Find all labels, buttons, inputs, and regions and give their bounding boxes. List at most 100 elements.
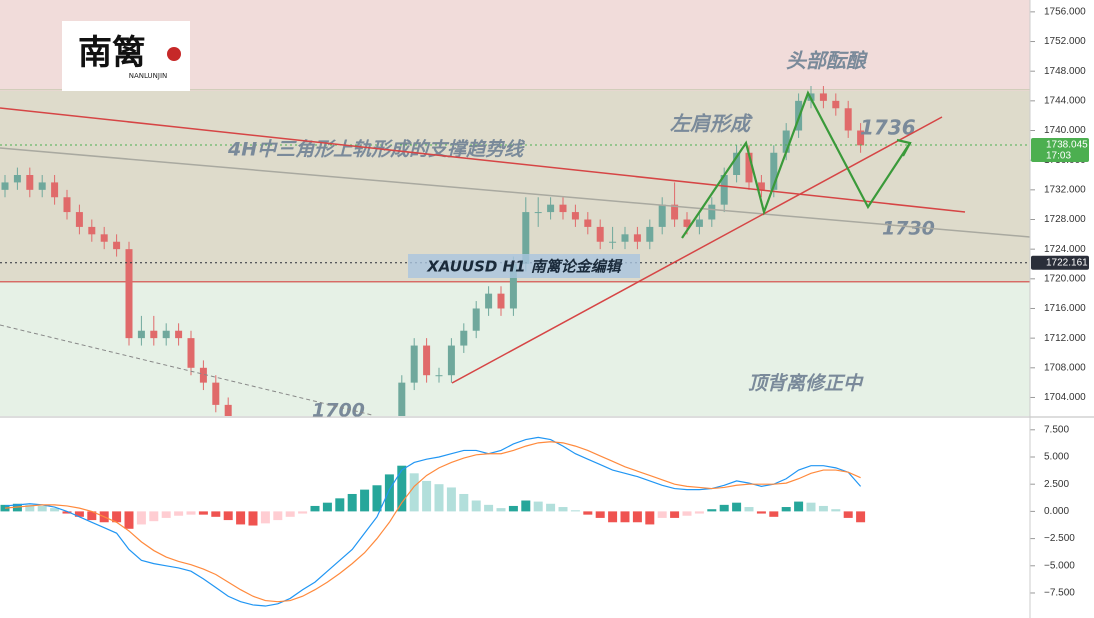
candle-body <box>1 182 9 190</box>
title-box <box>408 254 640 278</box>
y-tick-label: 1712.000 <box>1044 333 1086 344</box>
histogram-bar <box>198 511 208 515</box>
histogram-bar <box>620 511 630 523</box>
candle-body <box>472 308 480 331</box>
histogram-bar <box>670 511 680 518</box>
candle-body <box>770 152 778 190</box>
histogram-bar <box>422 480 432 512</box>
histogram-bar <box>459 493 469 512</box>
histogram-bar <box>446 487 456 512</box>
histogram-bar <box>508 505 518 512</box>
candle-body <box>38 182 46 190</box>
candle-body <box>646 226 654 242</box>
y-tick-label: 1744.000 <box>1044 95 1086 106</box>
candle-body <box>745 152 753 183</box>
candle-body <box>398 382 406 416</box>
histogram-bar <box>397 465 407 512</box>
histogram-bar <box>174 511 184 516</box>
candle-body <box>844 108 852 131</box>
histogram-bar <box>211 511 221 517</box>
y-tick-label: 2.500 <box>1044 479 1069 490</box>
histogram-bar <box>434 484 444 512</box>
annotation: 头部酝酿 <box>786 49 868 73</box>
histogram-bar <box>694 511 704 514</box>
y-tick-label: −7.500 <box>1044 588 1075 599</box>
candle-body <box>757 182 765 190</box>
candle-body <box>671 204 679 220</box>
annotation: 顶背离修正中 <box>748 373 864 395</box>
histogram-bar <box>546 503 556 512</box>
logo-seal <box>167 47 181 61</box>
price-badge-time: 17:03 <box>1046 151 1071 162</box>
histogram-bar <box>570 510 580 512</box>
arrow-head <box>896 138 912 157</box>
candle-body <box>485 293 493 309</box>
candle-body <box>559 204 567 213</box>
annotation: 左肩形成 <box>670 112 753 136</box>
histogram-bar <box>818 505 828 512</box>
y-tick-label: 5.000 <box>1044 452 1069 463</box>
candle-body <box>522 212 530 264</box>
histogram-bar <box>806 502 816 512</box>
candle-body <box>571 212 579 220</box>
histogram-bar <box>856 511 866 523</box>
candle-body <box>88 226 96 235</box>
candle-body <box>150 330 158 339</box>
histogram-bar <box>645 511 655 525</box>
histogram-bar <box>62 511 72 514</box>
histogram-bar <box>595 511 605 518</box>
candle-body <box>708 204 716 220</box>
histogram-bar <box>744 507 754 512</box>
histogram-bar <box>285 511 295 517</box>
histogram-bar <box>484 504 494 512</box>
candle-body <box>26 175 34 190</box>
histogram-bar <box>756 511 766 514</box>
chart-title: XAUUSD H1 南篱论金编辑 <box>426 258 623 276</box>
histogram-bar <box>384 474 394 512</box>
candle-body <box>187 338 195 368</box>
price-badge <box>1031 255 1089 270</box>
histogram-bar <box>149 511 159 522</box>
macd-line <box>4 436 862 607</box>
logo-caption: NANLUNJIN <box>129 72 168 80</box>
histogram-bar <box>632 511 642 523</box>
candle-body <box>125 249 133 339</box>
trend-line <box>0 107 966 213</box>
histogram-bar <box>781 507 791 512</box>
histogram-bar <box>608 511 618 523</box>
candle-body <box>113 241 121 250</box>
histogram-bar <box>372 485 382 512</box>
histogram-bar <box>335 498 345 512</box>
candle-body <box>695 219 703 227</box>
candle-body <box>447 345 455 376</box>
y-tick-label: 1716.000 <box>1044 303 1086 314</box>
candle-body <box>584 219 592 227</box>
price-badge-label: 1722.161 <box>1046 257 1088 268</box>
histogram-bar <box>521 500 531 512</box>
candle-body <box>175 330 183 339</box>
candle-body <box>423 345 431 376</box>
histogram-bar <box>248 511 258 526</box>
histogram-bar <box>831 509 841 512</box>
candle-body <box>13 175 21 183</box>
histogram-bar <box>87 511 97 521</box>
candle-body <box>51 182 59 198</box>
histogram-bar <box>322 502 332 512</box>
y-tick-label: 1756.000 <box>1044 7 1086 18</box>
logo: 南篱 <box>78 33 146 73</box>
candle-body <box>212 382 220 405</box>
y-tick-label: 1724.000 <box>1044 244 1086 255</box>
y-tick-label: 1704.000 <box>1044 392 1086 403</box>
histogram-bar <box>719 504 729 512</box>
candle-body <box>75 212 83 227</box>
histogram-bar <box>124 511 134 529</box>
y-tick-label: 7.500 <box>1044 424 1069 435</box>
candle-body <box>224 404 232 416</box>
y-tick-label: 1732.000 <box>1044 184 1086 195</box>
candle-body <box>460 330 468 346</box>
drawings <box>0 90 1030 416</box>
price-badge <box>1031 138 1089 163</box>
y-tick-label: −5.000 <box>1044 560 1075 571</box>
histogram-bar <box>794 501 804 512</box>
